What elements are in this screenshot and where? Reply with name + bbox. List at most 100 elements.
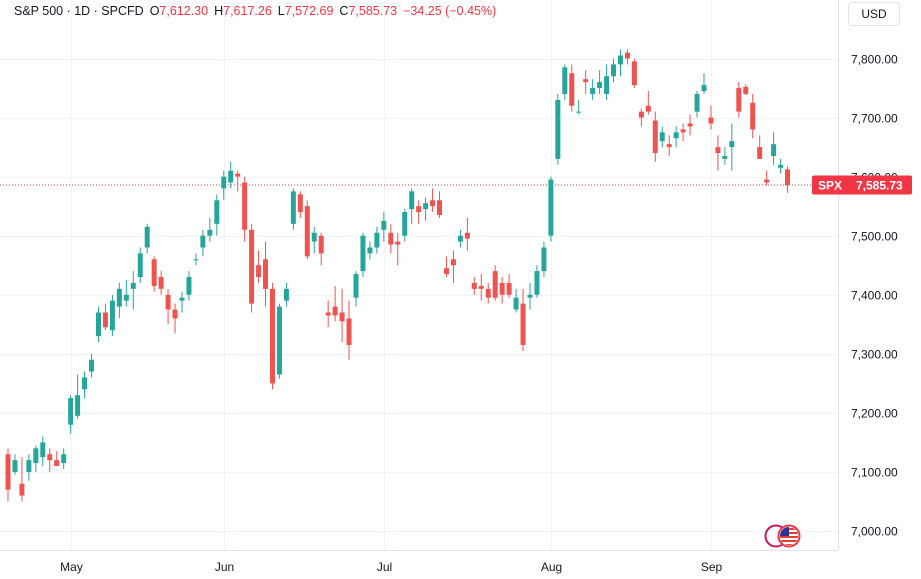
candle[interactable]: [179, 291, 185, 313]
candle[interactable]: [409, 188, 415, 224]
candle[interactable]: [263, 241, 269, 307]
candle[interactable]: [666, 135, 672, 156]
candle[interactable]: [360, 232, 366, 278]
candle[interactable]: [26, 454, 32, 481]
candle[interactable]: [729, 123, 735, 171]
candle[interactable]: [290, 188, 296, 230]
candle[interactable]: [576, 99, 582, 115]
candle[interactable]: [158, 271, 164, 295]
candle[interactable]: [645, 90, 651, 115]
candle[interactable]: [12, 454, 18, 475]
candle[interactable]: [19, 457, 25, 502]
candle[interactable]: [520, 288, 526, 351]
candle[interactable]: [95, 306, 101, 342]
candle[interactable]: [583, 70, 589, 94]
candle[interactable]: [785, 166, 791, 193]
candle[interactable]: [200, 229, 206, 257]
candle[interactable]: [569, 64, 575, 112]
candle[interactable]: [75, 374, 81, 419]
candle[interactable]: [353, 271, 359, 307]
candle[interactable]: [235, 170, 241, 192]
candle[interactable]: [33, 445, 39, 472]
candle[interactable]: [624, 49, 630, 65]
candle[interactable]: [325, 300, 331, 328]
candle[interactable]: [228, 161, 234, 189]
candle[interactable]: [701, 73, 707, 94]
candle[interactable]: [541, 241, 547, 278]
candle[interactable]: [562, 64, 568, 100]
candle[interactable]: [590, 79, 596, 100]
candle[interactable]: [276, 303, 282, 379]
candle[interactable]: [604, 64, 610, 100]
candle[interactable]: [214, 194, 220, 236]
candle[interactable]: [151, 256, 157, 292]
candle[interactable]: [367, 241, 373, 260]
candle[interactable]: [423, 197, 429, 221]
candle[interactable]: [597, 70, 603, 94]
candle[interactable]: [82, 371, 88, 399]
symbol-label[interactable]: S&P 500 · 1D · SPCFD: [14, 4, 144, 18]
candle[interactable]: [722, 147, 728, 165]
candle[interactable]: [297, 191, 303, 218]
candle[interactable]: [395, 232, 401, 266]
candle[interactable]: [47, 448, 53, 472]
candle[interactable]: [40, 436, 46, 467]
candle[interactable]: [757, 135, 763, 159]
candle[interactable]: [611, 58, 617, 83]
candle[interactable]: [346, 300, 352, 360]
candle[interactable]: [256, 250, 262, 283]
candle[interactable]: [527, 282, 533, 310]
candle[interactable]: [652, 111, 658, 162]
candle[interactable]: [506, 274, 512, 298]
candle[interactable]: [499, 277, 505, 304]
candle[interactable]: [443, 256, 449, 278]
candle[interactable]: [715, 135, 721, 171]
candle[interactable]: [311, 226, 317, 254]
candle[interactable]: [457, 229, 463, 248]
candle[interactable]: [430, 188, 436, 213]
candle[interactable]: [478, 274, 484, 301]
candle[interactable]: [764, 170, 770, 186]
candle[interactable]: [694, 90, 700, 118]
candle[interactable]: [638, 108, 644, 127]
candle[interactable]: [617, 49, 623, 77]
candle[interactable]: [416, 200, 422, 224]
candle[interactable]: [492, 265, 498, 301]
candle[interactable]: [374, 226, 380, 254]
candle[interactable]: [659, 126, 665, 148]
candle[interactable]: [548, 176, 554, 242]
currency-button[interactable]: USD: [848, 2, 900, 26]
candle[interactable]: [485, 282, 491, 304]
candle[interactable]: [186, 271, 192, 301]
candle[interactable]: [68, 395, 74, 434]
candle[interactable]: [137, 247, 143, 283]
candle[interactable]: [687, 114, 693, 136]
candle[interactable]: [102, 303, 108, 331]
candle[interactable]: [130, 271, 136, 310]
candle[interactable]: [332, 285, 338, 322]
candle[interactable]: [304, 200, 310, 260]
candle[interactable]: [116, 282, 122, 319]
candle[interactable]: [450, 250, 456, 283]
candle[interactable]: [673, 126, 679, 148]
candle[interactable]: [680, 123, 686, 142]
candle[interactable]: [61, 448, 67, 469]
candle[interactable]: [144, 223, 150, 254]
candle[interactable]: [471, 277, 477, 295]
candle[interactable]: [555, 93, 561, 165]
candle[interactable]: [207, 217, 213, 242]
candle[interactable]: [5, 448, 11, 502]
candle[interactable]: [437, 191, 443, 218]
candle[interactable]: [54, 451, 60, 467]
candle[interactable]: [631, 58, 637, 89]
candle[interactable]: [318, 232, 324, 266]
candle[interactable]: [464, 217, 470, 251]
candle[interactable]: [269, 282, 275, 390]
candle[interactable]: [388, 223, 394, 254]
candle[interactable]: [165, 288, 171, 325]
candle[interactable]: [242, 176, 248, 242]
candle[interactable]: [89, 353, 95, 378]
candle[interactable]: [743, 84, 749, 96]
candle[interactable]: [221, 170, 227, 201]
